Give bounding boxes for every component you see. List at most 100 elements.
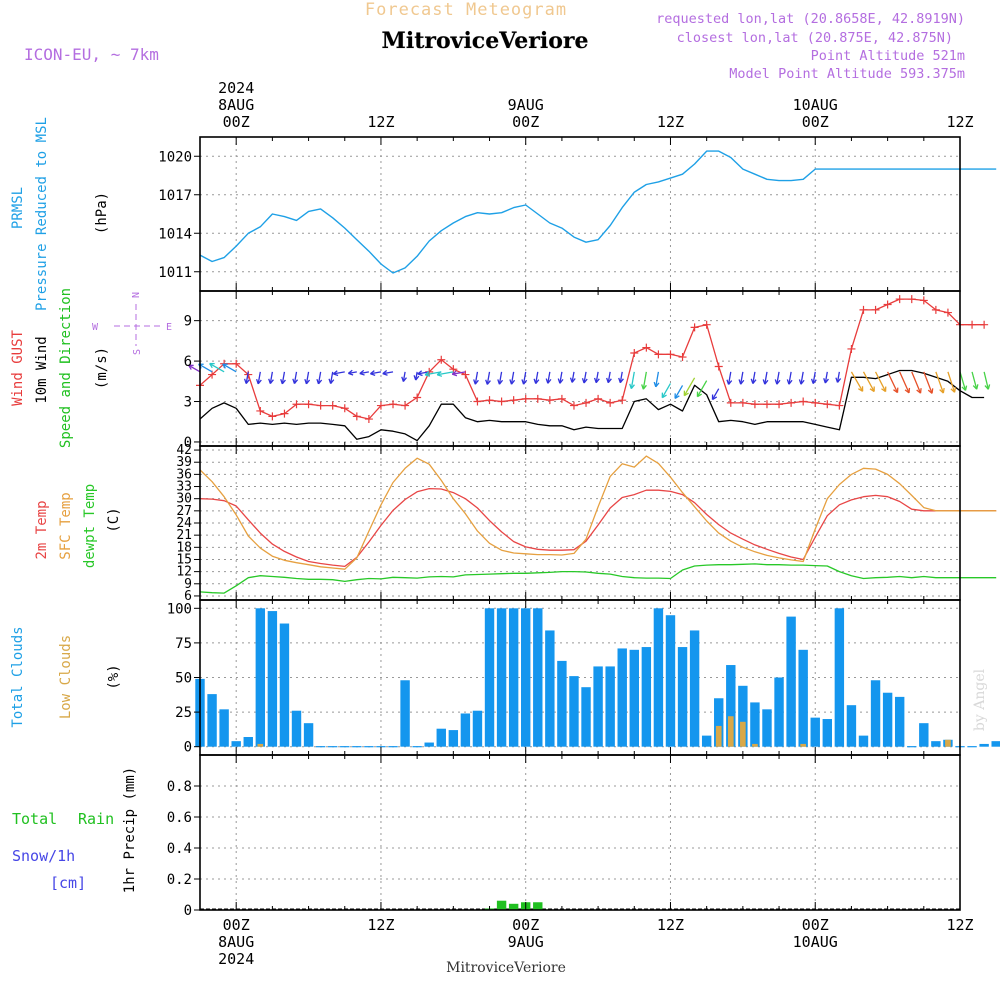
total-cloud-bar — [231, 741, 241, 747]
rain-bar — [533, 902, 543, 910]
total-cloud-bar — [677, 647, 688, 747]
wind-direction-arrow — [776, 371, 780, 385]
top-time-label: 00Z — [512, 113, 539, 131]
wind-direction-arrow — [642, 371, 647, 390]
y-tick-label-precip: 0.6 — [167, 810, 192, 826]
y-tick-label-wind: 6 — [184, 354, 192, 370]
wind-gust-marker — [376, 401, 385, 410]
wind-gust-marker — [606, 398, 615, 407]
axes-layer: 1011101410171020036969121518212427303336… — [158, 79, 973, 968]
wind-direction-arrow — [862, 371, 875, 392]
y-tick-label-wind: 9 — [184, 314, 192, 330]
temp-sfc-label: SFC Temp — [58, 492, 74, 559]
wind-direction-arrow — [415, 371, 418, 381]
temp-unit: (C) — [106, 507, 122, 532]
wind-gust-marker — [569, 401, 578, 410]
wind-direction-arrowhead — [485, 379, 491, 385]
wind-direction-arrow — [198, 363, 213, 373]
pressure-msl-label: Pressure Reduced to MSL — [34, 117, 50, 311]
wind-direction-arrowhead — [750, 378, 757, 384]
wind-direction-arrow — [293, 371, 298, 384]
wind-direction-arrow — [812, 371, 816, 384]
y-tick-label-clouds: 100 — [167, 601, 192, 617]
wind-direction-arrowhead — [823, 378, 829, 384]
temp-2m-label: 2m Temp — [34, 500, 50, 559]
total-cloud-bar — [508, 608, 519, 747]
bottom-time-label: 00Z — [223, 916, 250, 934]
wind-direction-arrow — [382, 371, 394, 375]
y-tick-label-pressure: 1011 — [158, 265, 192, 281]
temp-line-dewpt-temp — [199, 563, 997, 594]
wind-direction-arrow — [935, 371, 944, 394]
wind-direction-arrowhead — [762, 379, 769, 385]
y-tick-label-temperature: 24 — [176, 516, 192, 531]
wind-gust-line — [199, 298, 985, 420]
top-time-label: 10AUG — [793, 96, 838, 114]
wind-direction-arrowhead — [347, 369, 354, 376]
top-time-label: 8AUG — [218, 96, 254, 114]
total-cloud-bar — [798, 649, 808, 747]
wind-direction-arrow — [522, 371, 527, 385]
wind-direction-arrowhead — [509, 379, 516, 385]
wind-direction-arrow — [752, 371, 756, 384]
wind-direction-arrowhead — [810, 378, 817, 384]
y-tick-label-precip: 0 — [184, 903, 192, 919]
wind-direction-arrowhead — [972, 384, 979, 390]
wind-direction-arrowhead — [188, 364, 194, 370]
total-cloud-bar — [400, 680, 410, 747]
wind-direction-arrowhead — [629, 383, 635, 390]
y-tick-label-clouds: 75 — [175, 636, 192, 652]
total-cloud-bar — [593, 666, 603, 747]
wind-gust-label: Wind GUST — [10, 330, 26, 406]
wind-direction-arrow — [209, 362, 225, 373]
wind-direction-arrowhead — [858, 386, 864, 392]
wind-direction-arrowhead — [401, 376, 408, 382]
wind-direction-arrowhead — [738, 379, 745, 385]
wind-direction-arrowhead — [569, 377, 576, 383]
wind-gust-marker — [919, 296, 928, 305]
compass-south: S — [132, 349, 143, 355]
wind-gust-marker — [871, 305, 880, 314]
y-tick-label-temperature: 36 — [176, 467, 192, 482]
wind-direction-arrowhead — [653, 381, 660, 388]
wind-direction-arrow — [800, 371, 804, 385]
total-cloud-bar — [665, 615, 676, 747]
wind-gust-marker — [690, 323, 699, 332]
total-cloud-bar — [750, 702, 760, 747]
wind-direction-arrowhead — [683, 390, 689, 397]
total-cloud-bar — [448, 730, 459, 747]
total-clouds-label: Total Clouds — [10, 626, 26, 727]
wind-gust-marker — [304, 400, 313, 409]
wind-gust-marker — [968, 320, 977, 329]
wind-direction-arrowhead — [521, 379, 528, 385]
wind-unit: (m/s) — [94, 347, 110, 389]
bottom-time-label: 00Z — [512, 916, 539, 934]
wind-direction-arrowhead — [497, 379, 504, 385]
wind-direction-arrowhead — [451, 370, 458, 377]
total-cloud-bar — [424, 742, 434, 747]
wind-gust-marker — [557, 394, 566, 403]
wind-direction-arrowhead — [674, 393, 680, 399]
wind-10m-line — [199, 369, 985, 442]
wind-direction-arrow — [317, 371, 322, 384]
total-cloud-bar — [834, 608, 845, 747]
wind-gust-marker — [280, 409, 289, 418]
y-tick-label-precip: 0.4 — [167, 841, 192, 857]
wind-direction-arrow — [269, 371, 274, 384]
wind-direction-arrow — [619, 371, 623, 383]
clouds-unit: (%) — [106, 664, 122, 689]
compass-west: W — [92, 322, 99, 333]
wind-direction-arrow — [788, 371, 792, 385]
wind-direction-arrowhead — [222, 363, 228, 369]
wind-gust-marker — [630, 349, 639, 357]
wind-direction-arrowhead — [268, 378, 274, 384]
wind-direction-arrowhead — [292, 378, 299, 384]
y-tick-label-temperature: 12 — [176, 565, 192, 580]
wind-direction-arrow — [257, 371, 261, 384]
low-cloud-bar — [945, 739, 951, 747]
total-cloud-bar — [894, 696, 905, 747]
wind-direction-arrowhead — [893, 387, 899, 394]
total-cloud-bar — [279, 623, 290, 747]
wind-gust-marker — [762, 400, 771, 409]
wind-gust-marker — [316, 401, 325, 410]
